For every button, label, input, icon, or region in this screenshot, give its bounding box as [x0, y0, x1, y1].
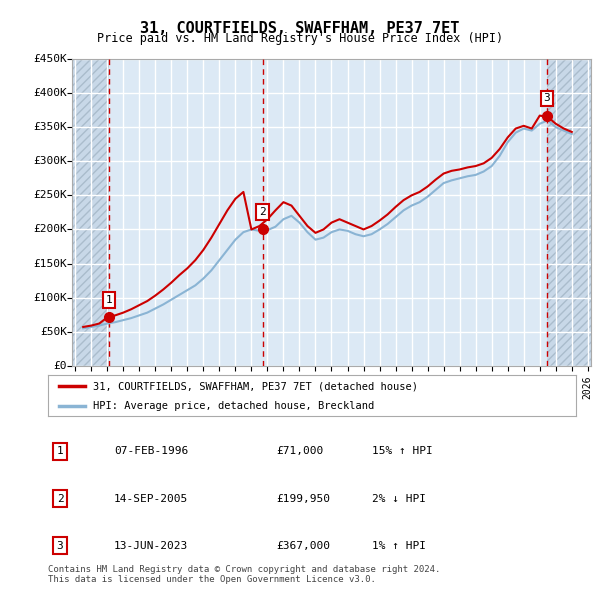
Text: £300K: £300K: [33, 156, 67, 166]
Bar: [72, 59, 109, 366]
Bar: [72, 59, 109, 366]
Text: £367,000: £367,000: [276, 541, 330, 550]
Text: 2: 2: [259, 207, 266, 217]
Text: £200K: £200K: [33, 224, 67, 234]
Text: 31, COURTFIELDS, SWAFFHAM, PE37 7ET (detached house): 31, COURTFIELDS, SWAFFHAM, PE37 7ET (det…: [93, 381, 418, 391]
Text: 3: 3: [544, 93, 550, 103]
Text: 1% ↑ HPI: 1% ↑ HPI: [372, 541, 426, 550]
Text: 1: 1: [106, 295, 112, 305]
Text: 3: 3: [56, 541, 64, 550]
Text: Contains HM Land Registry data © Crown copyright and database right 2024.
This d: Contains HM Land Registry data © Crown c…: [48, 565, 440, 584]
Bar: [547, 59, 591, 366]
Text: £150K: £150K: [33, 258, 67, 268]
Text: 15% ↑ HPI: 15% ↑ HPI: [372, 447, 433, 456]
Text: 2% ↓ HPI: 2% ↓ HPI: [372, 494, 426, 503]
Text: 07-FEB-1996: 07-FEB-1996: [114, 447, 188, 456]
Text: £0: £0: [53, 361, 67, 371]
Text: £250K: £250K: [33, 191, 67, 201]
Text: 31, COURTFIELDS, SWAFFHAM, PE37 7ET: 31, COURTFIELDS, SWAFFHAM, PE37 7ET: [140, 21, 460, 35]
Text: £350K: £350K: [33, 122, 67, 132]
Bar: [547, 59, 591, 366]
Text: 2: 2: [56, 494, 64, 503]
Text: £199,950: £199,950: [276, 494, 330, 503]
Text: £400K: £400K: [33, 88, 67, 98]
Text: £100K: £100K: [33, 293, 67, 303]
Text: Price paid vs. HM Land Registry's House Price Index (HPI): Price paid vs. HM Land Registry's House …: [97, 32, 503, 45]
Text: £450K: £450K: [33, 54, 67, 64]
Text: 13-JUN-2023: 13-JUN-2023: [114, 541, 188, 550]
Text: £50K: £50K: [40, 327, 67, 337]
Text: HPI: Average price, detached house, Breckland: HPI: Average price, detached house, Brec…: [93, 401, 374, 411]
Text: £71,000: £71,000: [276, 447, 323, 456]
Text: 14-SEP-2005: 14-SEP-2005: [114, 494, 188, 503]
Text: 1: 1: [56, 447, 64, 456]
